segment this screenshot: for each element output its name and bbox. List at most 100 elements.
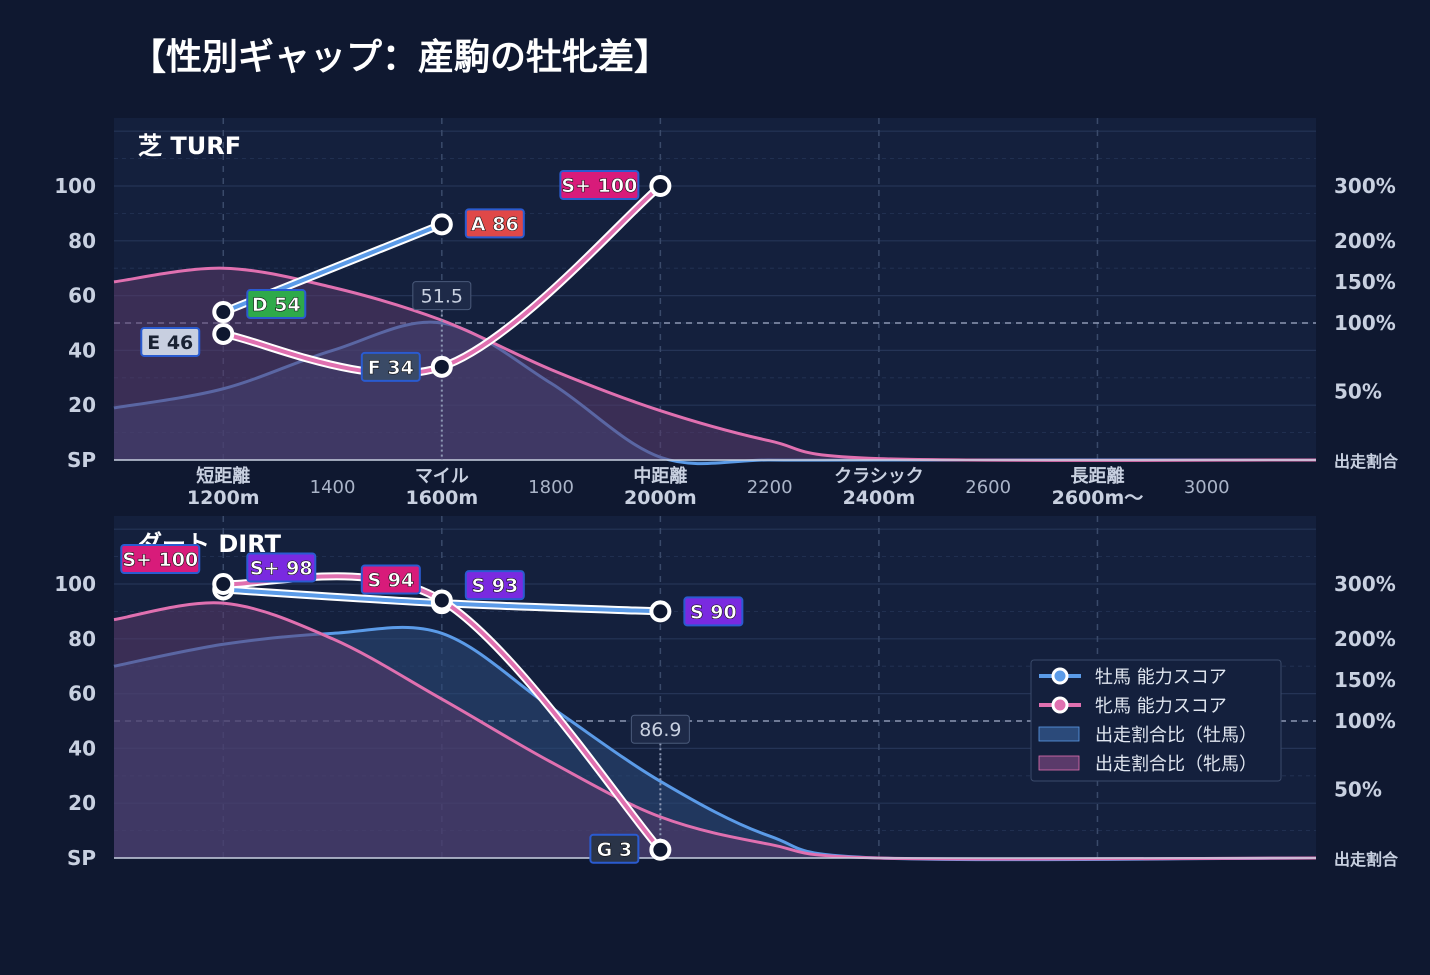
dirt-score-label-male-text: S 93 [471, 575, 518, 597]
dirt-area-female [114, 602, 1316, 860]
dirt-score-label-female-box [360, 564, 421, 595]
turf-right-tick: 300% [1334, 174, 1396, 198]
dirt-right-tick: 100% [1334, 709, 1396, 733]
dirt-score-label-female-text: S+ 100 [122, 549, 198, 571]
turf-score-label-female: F 34 [360, 351, 421, 382]
dirt-score-label-female-box [589, 833, 640, 864]
turf-y-tick: 80 [68, 229, 96, 253]
dirt-score-label-female: G 3 [589, 833, 640, 864]
dirt-score-label-male: S 90 [683, 596, 744, 627]
dirt-score-label-male-box [464, 570, 525, 601]
chart-title: 【性別ギャップ：産駒の牡牝差】 [130, 37, 671, 78]
dirt-point-male [649, 600, 672, 623]
turf-right-tick: 出走割合 [1334, 452, 1399, 471]
x-tick-minor: 1400 [310, 477, 356, 498]
x-tick-minor: 1800 [528, 477, 574, 498]
legend-male-score-marker [1051, 667, 1069, 685]
dirt-score-label-male: S+ 98 [246, 552, 317, 583]
x-tick-category: 中距離 [633, 465, 687, 487]
turf-point-male [212, 301, 235, 324]
turf-panel: 芝 TURF SP 20 40 60 80 100 300% 200% 150% 100% 50% 出走… [54, 118, 1399, 509]
dirt-y-tick: 20 [68, 791, 96, 815]
dirt-annotation-text: 86.9 [639, 719, 681, 741]
turf-score-label-male-box [246, 289, 307, 320]
dirt-annotation-box [630, 714, 690, 744]
turf-score-label-female-text: S+ 100 [561, 175, 637, 197]
turf-annotation-text: 51.5 [421, 286, 463, 308]
dirt-point-female [212, 573, 235, 595]
turf-score-label-female-text: F 34 [368, 357, 414, 379]
turf-right-tick: 50% [1334, 380, 1382, 404]
turf-score-label-male: A 86 [464, 208, 525, 239]
turf-score-label-female: S+ 100 [559, 170, 640, 200]
turf-right-tick: 150% [1334, 270, 1396, 294]
turf-right-tick: 100% [1334, 311, 1396, 335]
legend-female-ratio-swatch [1038, 755, 1080, 771]
turf-point-male [430, 213, 453, 236]
dirt-score-label-female: S 94 [360, 564, 421, 595]
legend-female-ratio-label: 出走割合比（牝馬） [1095, 754, 1257, 775]
dirt-score-label-male: S 93 [464, 570, 525, 601]
turf-score-label-female: E 46 [140, 326, 201, 357]
turf-area-female [114, 268, 1316, 461]
turf-score-label-female-box [360, 351, 421, 382]
dirt-right-tick: 出走割合 [1334, 850, 1399, 869]
turf-point-female [212, 322, 235, 345]
turf-score-label-male-text: A 86 [471, 213, 519, 235]
turf-annotation-box [412, 281, 472, 311]
legend-female-score-label: 牝馬 能力スコア [1095, 696, 1227, 717]
turf-point-female [430, 355, 453, 378]
turf-panel-label: 芝 TURF [138, 132, 241, 160]
dirt-score-label-female-box [120, 544, 201, 574]
x-tick-distance: 1200m [187, 487, 260, 509]
dirt-right-tick: 50% [1334, 778, 1382, 802]
x-tick-distance: 2400m [843, 487, 916, 509]
dirt-y-tick: 60 [68, 682, 96, 706]
x-tick-category: 長距離 [1070, 465, 1124, 487]
dirt-point-female [649, 838, 672, 861]
dirt-right-tick: 300% [1334, 572, 1396, 596]
legend-male-score-label: 牡馬 能力スコア [1095, 667, 1227, 688]
dirt-point-female [430, 589, 453, 612]
turf-y-tick: SP [67, 448, 96, 472]
x-tick-distance: 2000m [624, 487, 697, 509]
dirt-score-label-male-box [683, 596, 744, 627]
turf-y-tick: 60 [68, 284, 96, 308]
x-tick-category: クラシック [834, 466, 924, 487]
turf-score-label-male-text: D 54 [252, 294, 301, 316]
x-tick-minor: 3000 [1184, 477, 1230, 498]
turf-right-tick: 200% [1334, 229, 1396, 253]
x-tick-distance: 1600m [405, 487, 478, 509]
dirt-score-label-male-text: S+ 98 [250, 557, 313, 579]
turf-score-label-female-box [140, 326, 201, 357]
turf-point-female [649, 175, 672, 197]
legend-male-ratio-swatch [1038, 726, 1080, 742]
dirt-score-label-male-text: S 90 [690, 601, 737, 623]
dirt-score-label-female: S+ 100 [120, 544, 201, 574]
x-tick-category: マイル [415, 466, 469, 487]
turf-y-tick: 20 [68, 393, 96, 417]
x-tick-minor: 2600 [965, 477, 1011, 498]
dirt-y-tick: 100 [54, 572, 96, 596]
dirt-score-label-male-box [246, 552, 317, 583]
turf-y-tick: 40 [68, 338, 96, 362]
dirt-score-label-female-text: G 3 [597, 839, 632, 861]
dirt-score-label-female-text: S 94 [367, 569, 414, 591]
legend-box [1030, 659, 1282, 782]
dirt-right-tick: 200% [1334, 627, 1396, 651]
turf-score-label-male: D 54 [246, 289, 307, 320]
x-tick-minor: 2200 [747, 477, 793, 498]
turf-y-tick: 100 [54, 174, 96, 198]
turf-series-line-male [222, 222, 443, 314]
x-tick-distance: 2600m〜 [1052, 487, 1144, 509]
dirt-y-tick: 80 [68, 627, 96, 651]
turf-score-label-female-text: E 46 [147, 332, 193, 354]
x-tick-category: 短距離 [196, 465, 250, 487]
dirt-y-tick: SP [67, 846, 96, 870]
turf-score-label-male-box [464, 208, 525, 239]
dirt-right-tick: 150% [1334, 668, 1396, 692]
turf-score-label-female-box [559, 170, 640, 200]
dirt-y-tick: 40 [68, 736, 96, 760]
